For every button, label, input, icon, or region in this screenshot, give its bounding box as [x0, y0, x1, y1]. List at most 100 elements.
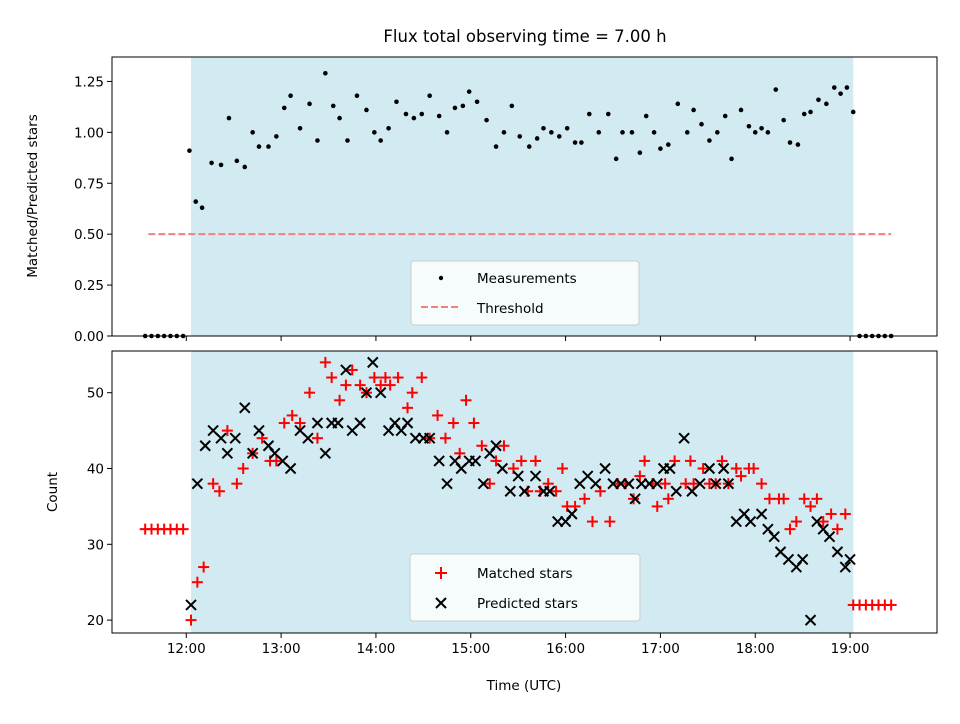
top-panel: 0.00 0.25 0.50 0.75 1.00 1.25 Matched/Predict…	[25, 56, 938, 345]
predicted-star-point	[360, 386, 373, 399]
predicted-star-point	[518, 485, 531, 497]
measurement-point	[787, 140, 793, 145]
predicted-star-point	[670, 485, 682, 497]
matched-star-point	[550, 485, 562, 497]
matched-star-point	[628, 493, 640, 505]
matched-star-point	[515, 455, 527, 467]
predicted-star-point	[401, 417, 414, 429]
matched-star-point	[191, 576, 203, 588]
matched-star-point	[278, 417, 290, 429]
matched-star-point	[490, 455, 502, 467]
matched-star-point	[790, 516, 802, 528]
matched-star-point	[231, 478, 243, 490]
predicted-star-point	[831, 546, 844, 558]
matched-star-point	[805, 500, 817, 512]
measurement-point	[218, 162, 224, 168]
matched-star-point	[604, 516, 616, 528]
matched-star-point	[402, 402, 414, 414]
legend-threshold-label: Threshold	[476, 301, 544, 317]
measurement-point	[666, 142, 671, 147]
predicted-star-point	[651, 477, 663, 490]
measurement-point	[808, 109, 813, 115]
matched-star-point	[221, 425, 233, 437]
top-plot-frame	[111, 56, 938, 337]
matched-star-point	[556, 463, 568, 474]
matched-star-point	[885, 599, 897, 611]
top-legend-box	[410, 260, 640, 326]
measurement-point	[795, 142, 801, 147]
measurement-point	[691, 107, 696, 113]
predicted-star-point	[229, 432, 241, 444]
matched-star-point	[185, 614, 197, 626]
matched-star-point	[286, 409, 298, 421]
matched-star-point	[484, 478, 496, 490]
matched-star-point	[688, 478, 700, 490]
top-y-tick-label: 0.50	[74, 227, 104, 243]
legend-predicted-label: Predicted stars	[477, 596, 578, 612]
matched-star-point	[177, 523, 189, 535]
matched-star-point	[579, 493, 591, 505]
predicted-star-point	[496, 462, 509, 475]
predicted-star-point	[703, 462, 716, 475]
measurement-point	[474, 99, 480, 105]
measurement-point	[386, 125, 391, 131]
measurement-point	[620, 130, 625, 135]
measurement-point	[526, 144, 532, 149]
x-tick-label: 18:00	[736, 641, 775, 657]
measurement-point	[466, 89, 472, 94]
predicted-star-point	[332, 417, 344, 429]
matched-star-point	[763, 493, 775, 505]
predicted-star-point	[340, 364, 352, 376]
measurement-point	[403, 111, 409, 117]
measurement-point	[715, 130, 720, 135]
matched-star-point	[784, 523, 796, 535]
predicted-star-point	[823, 531, 836, 543]
measurement-point	[781, 117, 786, 123]
predicted-star-point	[433, 455, 445, 467]
bottom-y-tick-label: 30	[87, 537, 104, 553]
predicted-star-point	[215, 432, 227, 444]
measurement-point	[738, 107, 744, 113]
legend-matched-marker	[435, 567, 447, 579]
predicted-star-point	[629, 493, 641, 505]
predicted-star-point	[839, 561, 852, 573]
matched-star-point	[326, 372, 338, 384]
measurement-point	[354, 93, 360, 98]
measurement-point	[675, 101, 681, 107]
measurement-point	[378, 138, 383, 143]
matched-star-point	[198, 561, 210, 573]
matched-star-point	[798, 493, 810, 505]
predicted-star-point	[694, 477, 706, 490]
predicted-star-point	[755, 508, 768, 520]
predicted-star-point	[544, 485, 556, 497]
matched-star-point	[432, 409, 444, 421]
measurement-point	[234, 158, 240, 164]
matched-star-point	[811, 493, 823, 505]
measurement-point	[209, 160, 214, 166]
measurement-point	[556, 134, 562, 139]
predicted-star-point	[311, 417, 324, 429]
predicted-star-point	[717, 462, 730, 475]
measurement-point	[411, 115, 417, 121]
matched-star-point	[392, 372, 404, 384]
measurement-point	[722, 113, 728, 119]
measurement-point	[596, 130, 602, 135]
matched-star-point	[831, 523, 843, 535]
measurement-point	[746, 123, 752, 129]
top-y-tick-label: 0.75	[74, 176, 104, 192]
matched-star-point	[270, 455, 282, 467]
measurement-point	[460, 103, 466, 109]
top-y-tick-label: 1.25	[74, 74, 104, 90]
measurement-point	[773, 87, 779, 92]
measurement-point	[605, 111, 611, 117]
matched-star-point	[639, 455, 651, 467]
matched-star-point	[634, 470, 646, 482]
measurement-point	[297, 125, 303, 131]
measurement-point	[517, 134, 523, 139]
predicted-star-point	[844, 553, 856, 566]
bottom-legend-box	[409, 553, 641, 622]
top-data-layer: 0.00 0.25 0.50 0.75 1.00 1.25	[74, 57, 894, 345]
bottom-y-tick-label: 20	[87, 613, 104, 629]
measurement-point	[801, 111, 807, 117]
